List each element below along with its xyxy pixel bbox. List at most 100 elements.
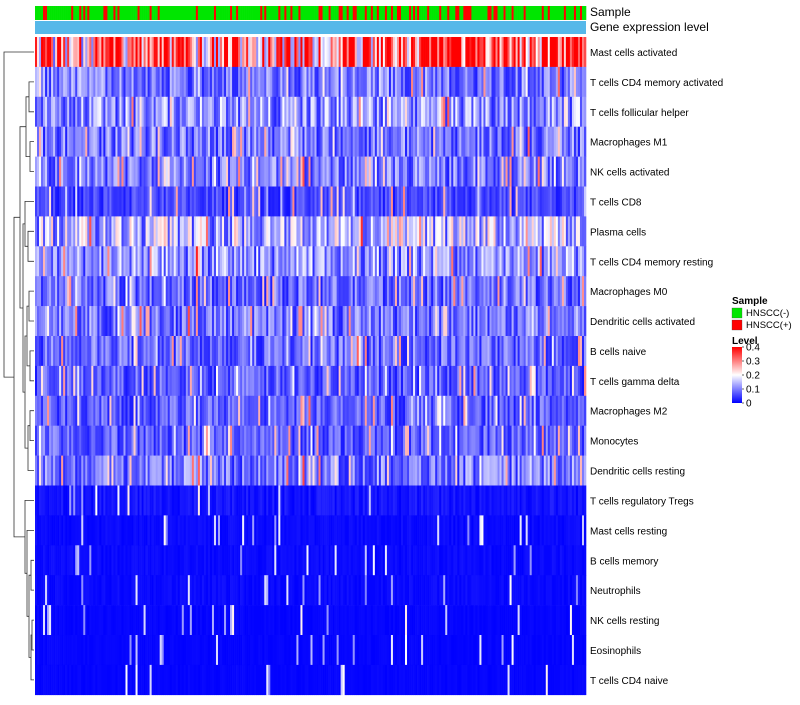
heatmap-cell (197, 395, 201, 426)
heatmap-cell (352, 126, 356, 157)
heatmap-cell (224, 306, 227, 337)
heatmap-cell (175, 425, 179, 456)
heatmap-cell (535, 246, 539, 277)
heatmap-cell (509, 276, 512, 307)
heatmap-cell (113, 276, 116, 307)
heatmap-cell (407, 276, 410, 307)
heatmap-cell (83, 306, 86, 337)
heatmap-cell (310, 216, 313, 247)
heatmap-cell (226, 96, 229, 127)
heatmap-cell (388, 246, 392, 277)
heatmap-cell (338, 365, 341, 397)
heatmap-cell (413, 186, 416, 217)
heatmap-cell (507, 246, 510, 277)
heatmap-cell (583, 156, 587, 187)
heatmap-cell (531, 156, 535, 187)
heatmap-cell (35, 156, 38, 187)
heatmap-cell (475, 515, 478, 546)
heatmap-cell (49, 395, 52, 426)
heatmap-cell (409, 425, 412, 456)
heatmap-cell (201, 66, 205, 98)
heatmap-cell (427, 216, 430, 247)
heatmap-cell (234, 425, 237, 456)
heatmap-cell (571, 156, 575, 187)
heatmap-cell (240, 186, 243, 217)
heatmap-cell (511, 216, 514, 247)
heatmap-cell (435, 306, 438, 337)
heatmap-cell (179, 336, 183, 367)
heatmap-cell (537, 216, 541, 247)
heatmap-cell (248, 66, 251, 98)
sample-cell (83, 6, 86, 20)
heatmap-cell (575, 246, 579, 277)
heatmap-cell (405, 365, 408, 397)
heatmap-cell (59, 515, 62, 546)
heatmap-cell (342, 276, 345, 307)
heatmap-cell (270, 306, 273, 337)
sample-cell (252, 6, 255, 20)
heatmap-cell (322, 246, 325, 277)
heatmap-cell (366, 216, 370, 247)
heatmap-cell (533, 96, 537, 127)
heatmap-cell (282, 395, 285, 426)
heatmap-cell (497, 395, 500, 426)
heatmap-cell (493, 276, 496, 307)
heatmap-cell (342, 156, 345, 187)
heatmap-cell (479, 126, 482, 157)
heatmap-cell (95, 425, 98, 456)
heatmap-cell (75, 276, 78, 307)
heatmap-cell (515, 276, 518, 307)
heatmap-cell (521, 395, 524, 426)
heatmap-cell (41, 545, 44, 576)
heatmap-cell (145, 485, 148, 516)
heatmap-cell (181, 276, 185, 307)
heatmap-cell (69, 126, 72, 157)
heatmap-cell (513, 365, 516, 397)
heatmap-cell (555, 126, 559, 157)
heatmap-cell (49, 126, 52, 157)
heatmap-cell (555, 156, 559, 187)
heatmap-cell (175, 37, 179, 68)
heatmap-cell (67, 126, 70, 157)
heatmap-cell (228, 306, 231, 337)
heatmap-cell (523, 216, 526, 247)
heatmap-cell (501, 395, 504, 426)
heatmap-cell (185, 216, 189, 247)
heatmap-cell (334, 156, 337, 187)
heatmap-cell (250, 96, 253, 127)
heatmap-cell (551, 186, 555, 217)
heatmap-cell (338, 216, 341, 247)
heatmap-cell (77, 455, 80, 486)
heatmap-cell (278, 276, 281, 307)
heatmap-cell (199, 246, 203, 277)
heatmap-cell (547, 186, 551, 217)
heatmap-cell (575, 186, 579, 217)
heatmap-cell (117, 425, 120, 456)
sample-cell (228, 6, 231, 20)
heatmap-cell (376, 306, 380, 337)
heatmap-cell (569, 455, 573, 486)
heatmap-cell (501, 126, 504, 157)
heatmap-cell (431, 66, 434, 98)
heatmap-cell (417, 246, 420, 277)
heatmap-cell (441, 156, 444, 187)
heatmap-cell (105, 186, 108, 217)
heatmap-cell (101, 186, 104, 217)
heatmap-cell (306, 515, 309, 546)
heatmap-cell (326, 365, 329, 397)
heatmap-cell (396, 455, 400, 486)
sample-cell (234, 6, 237, 20)
heatmap-cell (111, 395, 114, 426)
heatmap-cell (47, 216, 50, 247)
heatmap-cell (292, 37, 295, 68)
heatmap-cell (213, 246, 217, 277)
heatmap-cell (171, 425, 175, 456)
heatmap-cell (145, 37, 148, 68)
heatmap-cell (228, 515, 231, 546)
heatmap-cell (157, 306, 160, 337)
heatmap-cell (447, 455, 450, 486)
heatmap-cell (129, 306, 132, 337)
heatmap-cell (262, 186, 265, 217)
heatmap-cell (396, 156, 400, 187)
heatmap-cell (463, 66, 466, 98)
